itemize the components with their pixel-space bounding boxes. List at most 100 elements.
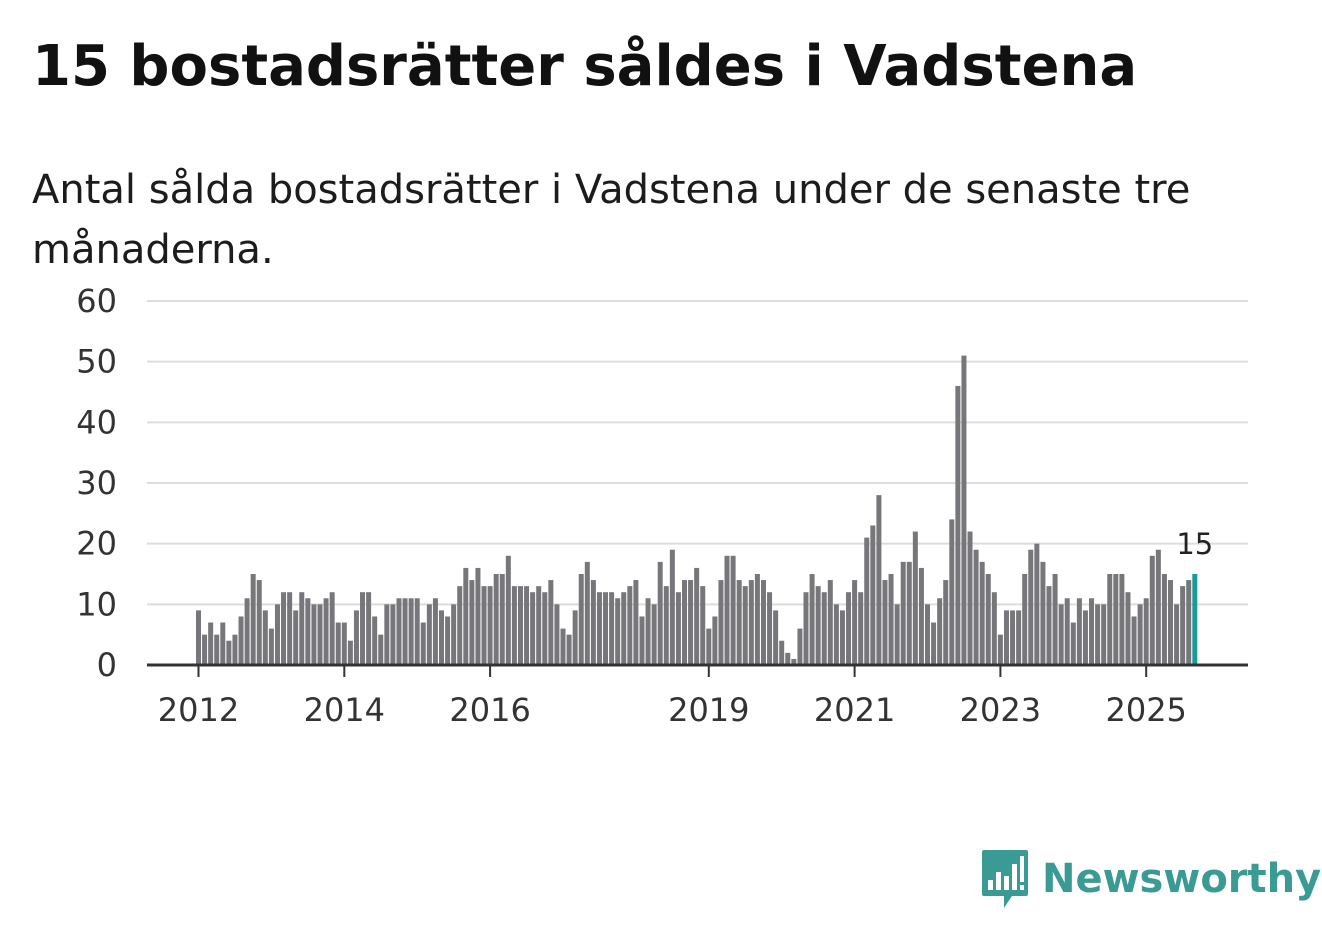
bar bbox=[390, 604, 396, 665]
bar bbox=[1046, 586, 1052, 665]
bar bbox=[1070, 622, 1076, 665]
x-tick-label: 2014 bbox=[304, 691, 385, 729]
bar bbox=[955, 385, 961, 665]
bar bbox=[1113, 574, 1119, 665]
bar bbox=[615, 598, 621, 665]
bar bbox=[682, 580, 687, 665]
bar bbox=[329, 592, 335, 665]
bar bbox=[645, 598, 651, 665]
bar bbox=[524, 586, 530, 665]
bar bbox=[293, 610, 299, 665]
bar bbox=[882, 580, 888, 665]
bar bbox=[979, 561, 985, 665]
data-label: 15 bbox=[1176, 527, 1213, 561]
bar bbox=[1052, 574, 1058, 665]
bar bbox=[633, 580, 639, 665]
bar bbox=[730, 555, 736, 665]
y-tick-label: 30 bbox=[76, 464, 117, 502]
bar bbox=[517, 586, 523, 665]
bar bbox=[858, 592, 864, 665]
x-tick-label: 2019 bbox=[668, 691, 749, 729]
bar bbox=[505, 555, 511, 665]
bar bbox=[426, 604, 432, 665]
bar bbox=[250, 574, 256, 665]
bar bbox=[572, 610, 578, 665]
bar bbox=[487, 586, 493, 665]
bar bbox=[1028, 549, 1034, 665]
bar bbox=[299, 592, 305, 665]
bar bbox=[760, 580, 766, 665]
y-tick-label: 20 bbox=[76, 525, 117, 563]
bar bbox=[1137, 604, 1143, 665]
bar bbox=[274, 604, 280, 665]
bar bbox=[754, 574, 760, 665]
bar bbox=[202, 634, 208, 665]
bar bbox=[244, 598, 250, 665]
bar bbox=[603, 592, 609, 665]
bar bbox=[226, 640, 232, 665]
bar bbox=[627, 586, 633, 665]
bar bbox=[1003, 610, 1009, 665]
bar bbox=[985, 574, 991, 665]
bar bbox=[785, 652, 791, 665]
bar bbox=[767, 592, 773, 665]
bar bbox=[335, 622, 341, 665]
bar bbox=[384, 604, 390, 665]
bar bbox=[669, 549, 675, 665]
bar bbox=[657, 561, 663, 665]
bar bbox=[1119, 574, 1125, 665]
bar bbox=[706, 628, 712, 665]
x-tick-label: 2023 bbox=[960, 691, 1041, 729]
y-tick-label: 10 bbox=[76, 585, 117, 623]
bar bbox=[937, 598, 943, 665]
bar bbox=[530, 592, 536, 665]
bar bbox=[694, 567, 700, 665]
bar bbox=[256, 580, 262, 665]
bar bbox=[748, 580, 754, 665]
bar bbox=[493, 574, 499, 665]
bar bbox=[797, 628, 803, 665]
bar bbox=[621, 592, 627, 665]
bar bbox=[870, 525, 876, 665]
bar bbox=[481, 586, 487, 665]
bar bbox=[1058, 604, 1064, 665]
bar bbox=[943, 580, 949, 665]
bar bbox=[451, 604, 457, 665]
bar bbox=[439, 610, 444, 665]
bar bbox=[973, 549, 979, 665]
bar bbox=[360, 592, 366, 665]
bar bbox=[967, 531, 973, 665]
bar bbox=[1161, 574, 1167, 665]
bar bbox=[196, 610, 201, 665]
bar bbox=[675, 592, 681, 665]
bar bbox=[238, 616, 244, 665]
bar bbox=[609, 592, 615, 665]
bar bbox=[712, 616, 718, 665]
x-tick-label: 2012 bbox=[158, 691, 239, 729]
bar bbox=[347, 640, 353, 665]
bar bbox=[469, 580, 475, 665]
bar bbox=[536, 586, 542, 665]
chart-subtitle: Antal sålda bostadsrätter i Vadstena und… bbox=[32, 167, 1191, 273]
bar bbox=[876, 495, 882, 665]
bar bbox=[1016, 610, 1022, 665]
bar bbox=[742, 586, 748, 665]
bar bbox=[846, 592, 852, 665]
bar bbox=[402, 598, 408, 665]
bar bbox=[311, 604, 317, 665]
bar bbox=[700, 586, 706, 665]
bar bbox=[1168, 580, 1173, 665]
bar bbox=[931, 622, 937, 665]
bar bbox=[839, 610, 845, 665]
bar bbox=[724, 555, 730, 665]
y-axis-labels: 0 10 20 30 40 50 60 bbox=[76, 282, 117, 684]
bar bbox=[1180, 586, 1186, 665]
bar bbox=[287, 592, 293, 665]
bar bbox=[341, 622, 347, 665]
bar bbox=[827, 580, 833, 665]
bar bbox=[596, 592, 602, 665]
bar bbox=[906, 561, 912, 665]
bar bbox=[445, 616, 451, 665]
bar bbox=[925, 604, 930, 665]
